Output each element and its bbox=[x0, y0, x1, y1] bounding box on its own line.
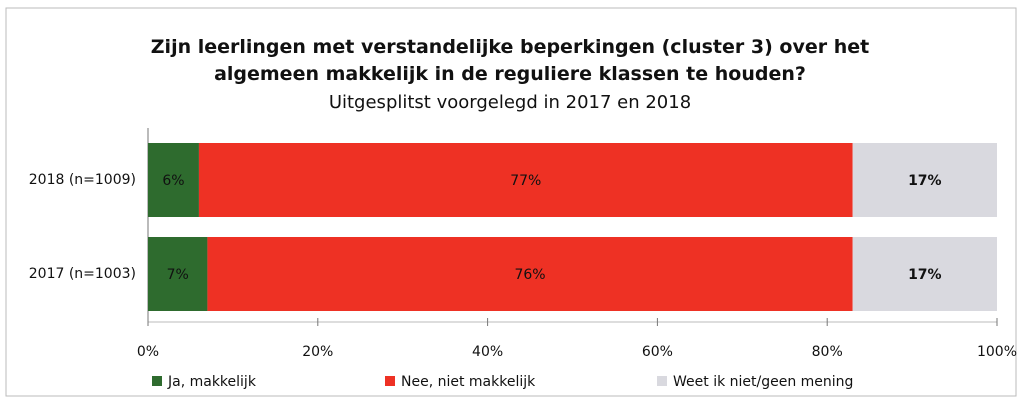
legend-label: Nee, niet makkelijk bbox=[401, 374, 536, 390]
bar-segment bbox=[148, 237, 208, 311]
legend-swatch bbox=[657, 376, 667, 386]
bar-segment bbox=[207, 237, 853, 311]
chart-title: Zijn leerlingen met verstandelijke beper… bbox=[150, 36, 870, 85]
data-label: 7% bbox=[167, 267, 189, 283]
bar-segment bbox=[852, 143, 997, 217]
y-tick-label: 2018 (n=1009) bbox=[29, 172, 136, 188]
x-tick-label: 0% bbox=[137, 344, 159, 360]
data-label: 17% bbox=[908, 267, 942, 283]
legend-label: Ja, makkelijk bbox=[167, 374, 257, 390]
x-tick-label: 100% bbox=[977, 344, 1017, 360]
data-label: 76% bbox=[514, 267, 545, 283]
data-label: 17% bbox=[908, 173, 942, 189]
data-label: 6% bbox=[162, 173, 184, 189]
frame bbox=[5, 7, 1017, 397]
y-tick-label: 2017 (n=1003) bbox=[29, 266, 136, 282]
legend-swatch bbox=[385, 376, 395, 386]
legend-label: Weet ik niet/geen mening bbox=[673, 374, 853, 390]
bar-segment bbox=[148, 143, 199, 217]
x-tick-label: 60% bbox=[642, 344, 673, 360]
bar-segment bbox=[852, 237, 997, 311]
data-label: 77% bbox=[510, 173, 541, 189]
x-tick-label: 80% bbox=[812, 344, 843, 360]
bar-segment bbox=[198, 143, 853, 217]
legend-swatch bbox=[152, 376, 162, 386]
x-tick-label: 40% bbox=[472, 344, 503, 360]
chart-subtitle: Uitgesplitst voorgelegd in 2017 en 2018 bbox=[328, 92, 692, 113]
x-tick-label: 20% bbox=[302, 344, 333, 360]
